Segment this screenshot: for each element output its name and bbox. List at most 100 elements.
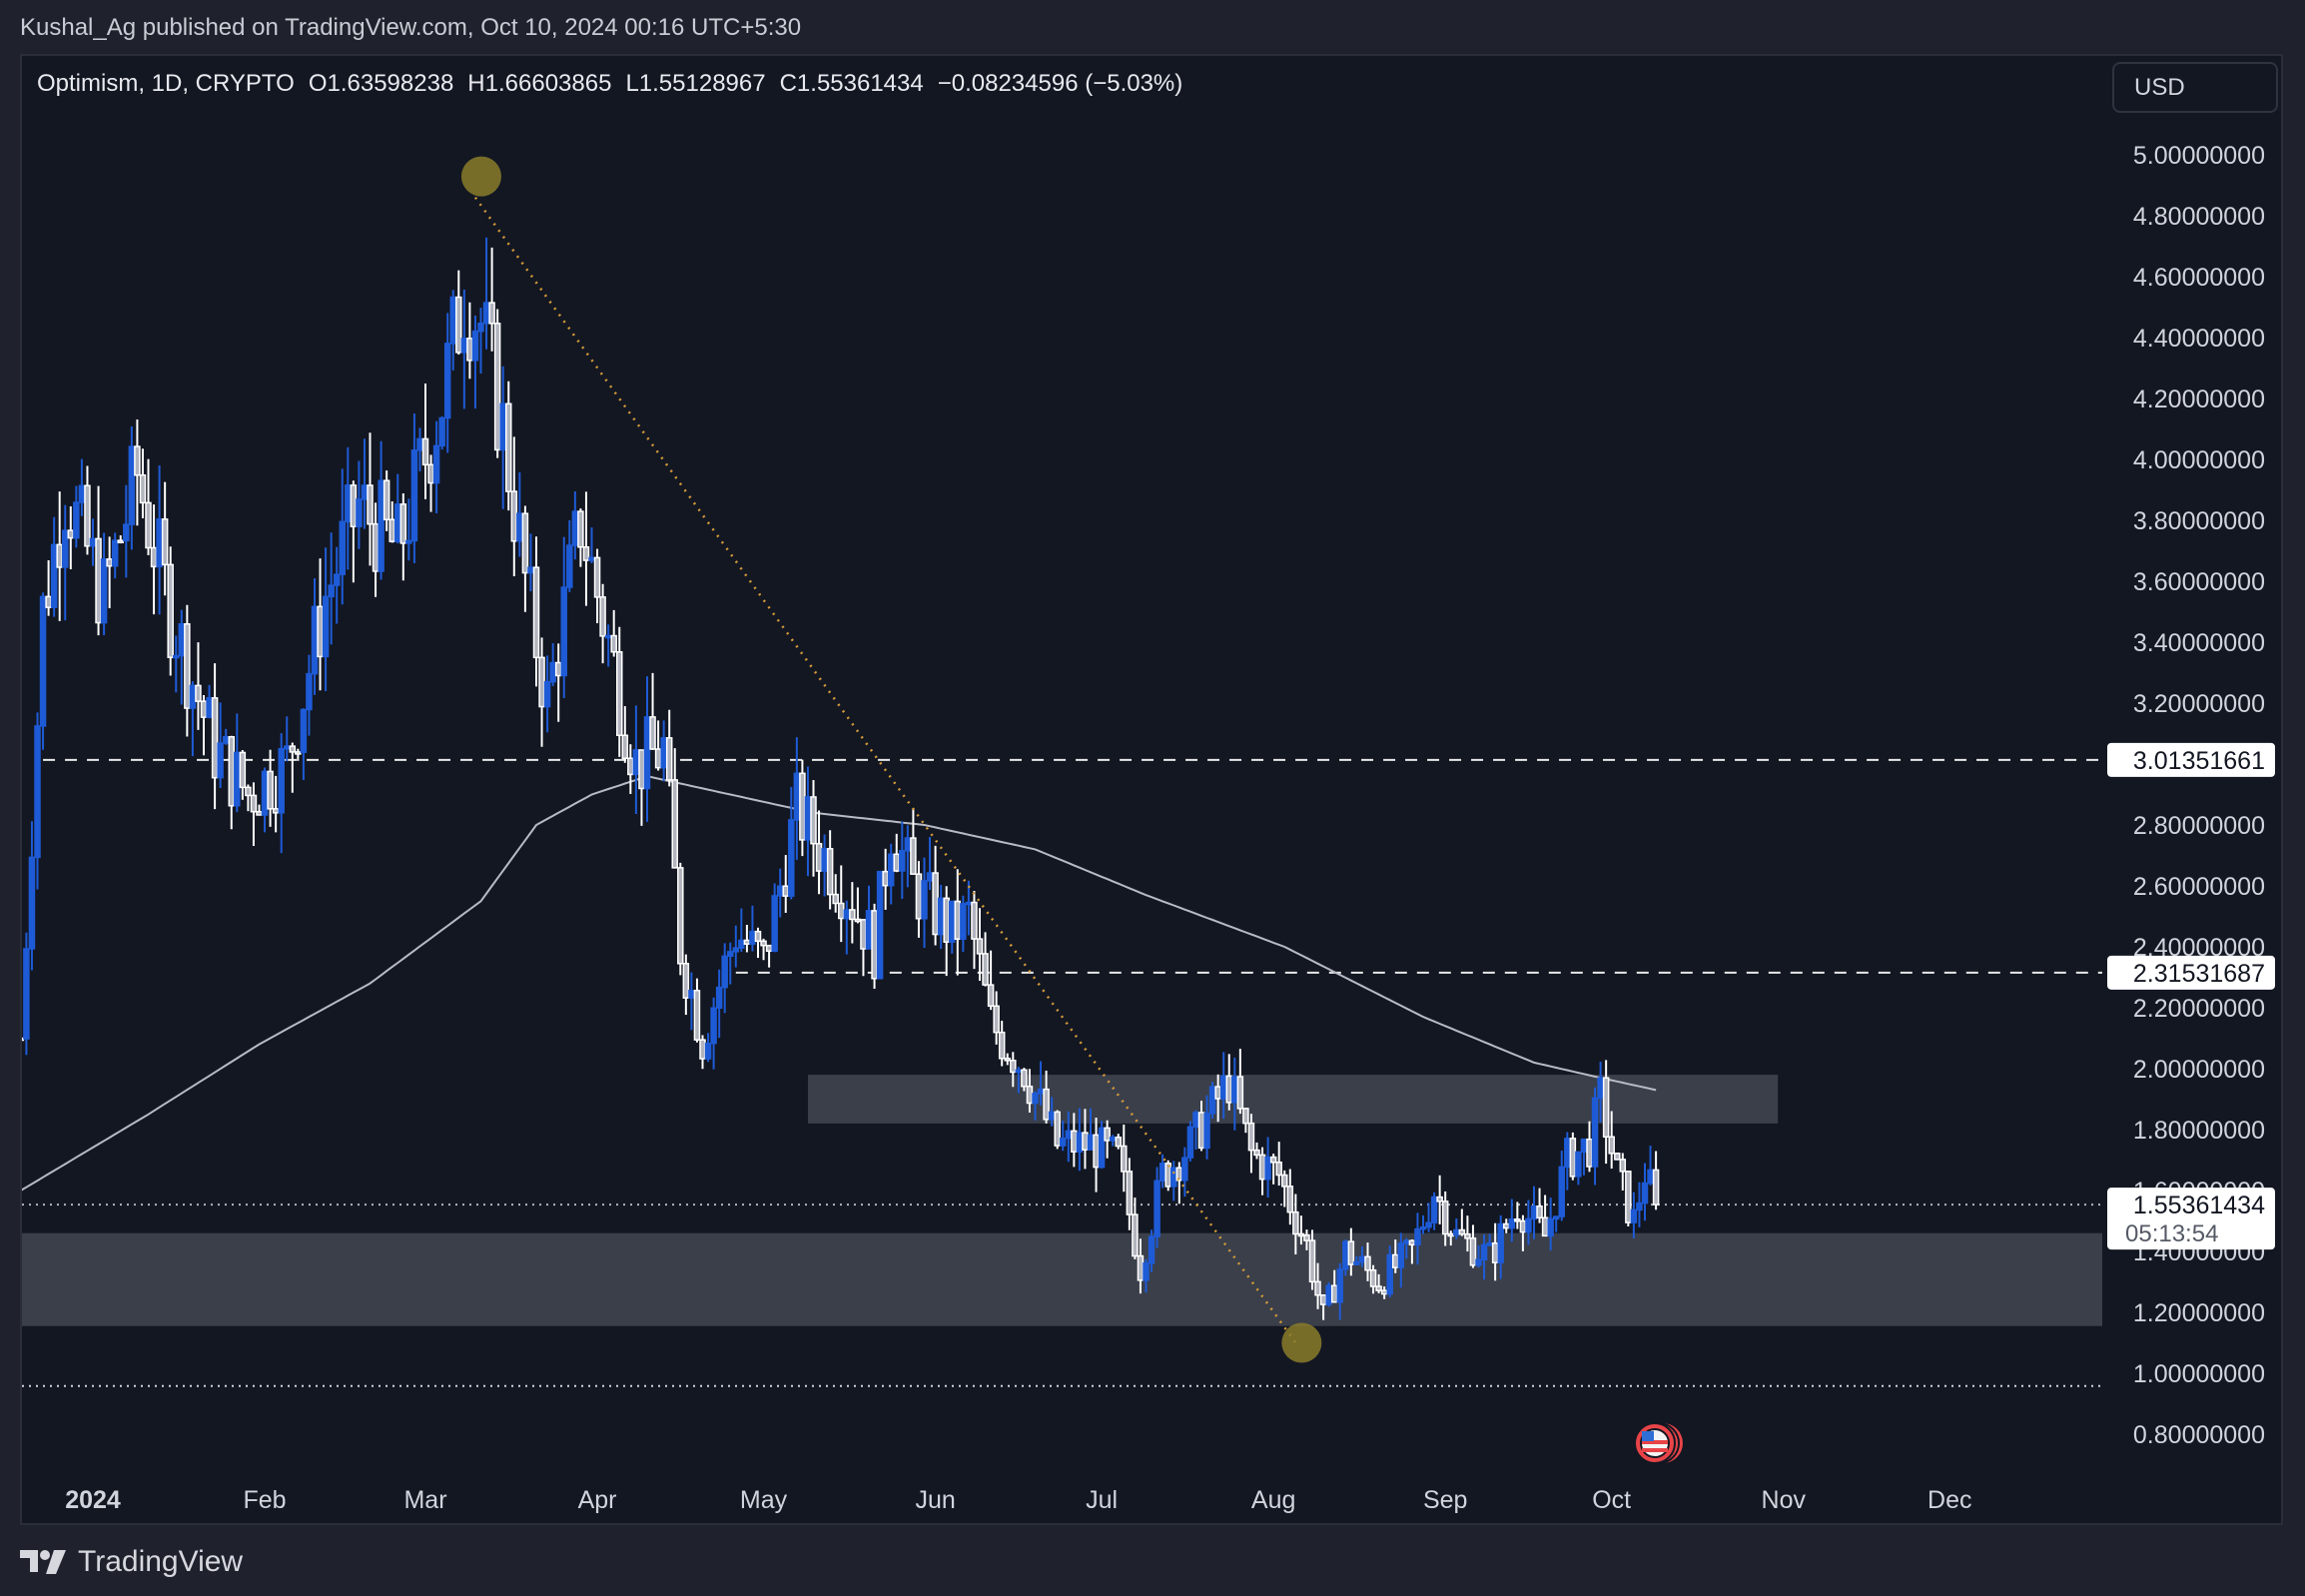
candle-down <box>22 1037 25 1042</box>
time-axis-label: Jul <box>1086 1486 1118 1514</box>
candle-up <box>28 821 36 971</box>
candle-up <box>156 465 163 615</box>
candle-down <box>1514 1201 1521 1229</box>
time-axis-label: Sep <box>1423 1486 1467 1514</box>
candle-down <box>1608 1111 1615 1170</box>
candle-down <box>954 869 962 976</box>
candle-up <box>50 516 58 617</box>
candle-up <box>78 458 86 516</box>
candle-up <box>73 485 80 548</box>
currency-button[interactable]: USD <box>2112 62 2278 113</box>
candle-down <box>982 932 989 987</box>
candle-down <box>1569 1132 1577 1181</box>
candle-up <box>34 712 41 890</box>
candle-up <box>1480 1233 1488 1280</box>
candle-down <box>1586 1121 1593 1173</box>
ohlc-open: O1.63598238 <box>308 70 454 97</box>
price-axis-label: 4.00000000 <box>2133 446 2265 474</box>
candle-down <box>195 642 202 730</box>
candle-down <box>987 950 995 1011</box>
candle-up <box>704 1033 712 1063</box>
price-axis-label: 4.60000000 <box>2133 264 2265 292</box>
candle-up <box>543 655 551 733</box>
candle-down <box>505 381 512 511</box>
candle-up <box>721 943 728 1014</box>
candle-up <box>284 716 291 762</box>
candle-up <box>727 942 734 985</box>
candle-up <box>1170 1161 1177 1201</box>
candle-down <box>145 458 152 555</box>
candle-down <box>1292 1194 1299 1255</box>
rectangle-zone[interactable] <box>807 1075 1779 1124</box>
candle-up <box>960 895 967 952</box>
ohlc-high: H1.66603865 <box>467 70 612 97</box>
candle-down <box>932 845 939 946</box>
circle-marker[interactable] <box>1281 1322 1322 1363</box>
price-axis-label: 2.80000000 <box>2133 812 2265 840</box>
candle-up <box>1575 1151 1582 1186</box>
candle-up <box>361 438 369 529</box>
candle-down <box>1021 1068 1028 1092</box>
candle-up <box>1336 1262 1343 1320</box>
candle-up <box>804 766 812 877</box>
candle-down <box>466 302 473 380</box>
candle-up <box>234 713 241 813</box>
candle-down <box>910 808 917 875</box>
candle-down <box>256 804 263 816</box>
candle-down <box>616 626 623 757</box>
candle-down <box>488 247 495 352</box>
candle-down <box>871 903 878 990</box>
candle-down <box>665 709 673 787</box>
candle-up <box>306 654 313 736</box>
rectangle-zone[interactable] <box>21 1232 2183 1326</box>
candle-up <box>604 624 612 667</box>
candle-down <box>289 742 297 793</box>
candle-up <box>339 468 346 605</box>
candle-down <box>1236 1049 1244 1115</box>
candle-up <box>356 460 363 549</box>
candle-up <box>1564 1132 1571 1191</box>
candle-up <box>926 837 934 891</box>
candle-down <box>1269 1154 1277 1185</box>
candle-up <box>1552 1215 1560 1232</box>
candle-up <box>62 504 69 621</box>
candle-up <box>843 900 851 955</box>
candle-up <box>300 708 308 781</box>
candle-down <box>699 1035 706 1070</box>
candle-down <box>849 882 856 944</box>
candle-down <box>1625 1171 1632 1226</box>
plot-area[interactable] <box>18 156 2183 1387</box>
candle-up <box>549 642 556 686</box>
price-axis-label: 3.60000000 <box>2133 568 2265 596</box>
candle-down <box>765 944 773 968</box>
candle-down <box>350 480 358 583</box>
circle-marker[interactable] <box>460 156 501 197</box>
candle-up <box>1591 1087 1599 1186</box>
time-axis-label: Dec <box>1927 1486 1971 1514</box>
bar-countdown: 05:13:54 <box>2125 1220 2218 1247</box>
candle-down <box>317 558 324 691</box>
trend-line[interactable] <box>473 196 1297 1344</box>
candle-up <box>788 787 795 900</box>
candle-up <box>311 578 319 695</box>
candle-down <box>1614 1152 1621 1161</box>
candle-down <box>760 938 767 961</box>
candle-down <box>599 583 606 664</box>
candle-down <box>621 706 629 763</box>
candle-down <box>577 508 584 567</box>
candle-down <box>1093 1118 1100 1193</box>
candle-up <box>1641 1163 1649 1221</box>
candle-down <box>538 637 545 747</box>
candle-down <box>998 1021 1006 1067</box>
candle-up <box>949 900 956 954</box>
candle-up <box>821 834 828 897</box>
symbol-name[interactable]: Optimism, 1D, CRYPTO <box>37 70 295 97</box>
time-axis-label: 2024 <box>65 1486 121 1514</box>
price-axis-label: 0.80000000 <box>2133 1421 2265 1449</box>
price-axis-label: 4.80000000 <box>2133 203 2265 231</box>
candle-down <box>1619 1153 1627 1191</box>
us-flag-event-icon[interactable] <box>1634 1422 1683 1464</box>
candle-up <box>1032 1091 1039 1121</box>
candle-down <box>421 383 429 499</box>
